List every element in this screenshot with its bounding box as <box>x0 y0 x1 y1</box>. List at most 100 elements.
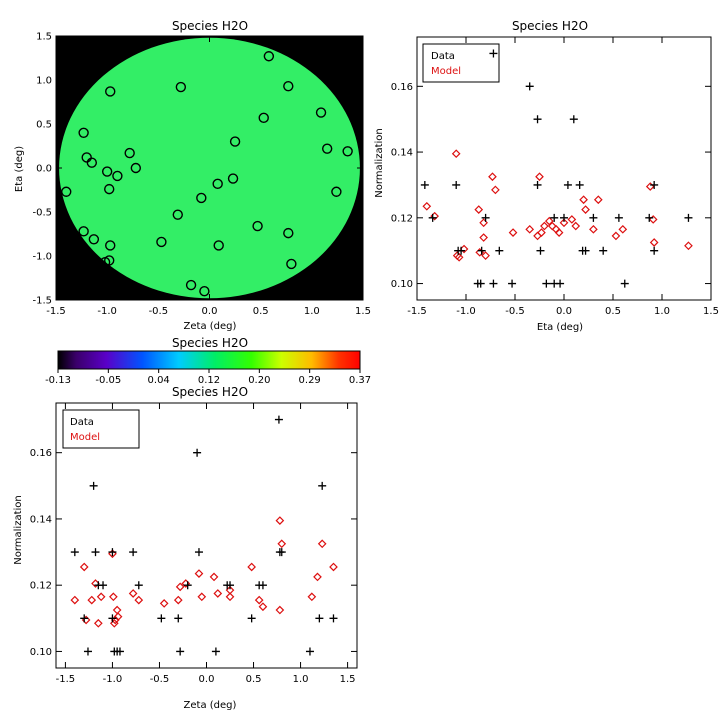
map-ytick-label: 0.0 <box>36 164 52 175</box>
eta-xtick-label: 0.0 <box>556 306 572 317</box>
data-point <box>89 481 98 490</box>
eta-panel-axes: -1.5 -1.0 -0.5 0.0 0.5 1.0 1.5 0.10 0.12 0.14 0.16 <box>391 36 719 317</box>
model-point <box>474 205 484 214</box>
eta-xtick-label: 1.5 <box>703 306 719 317</box>
model-point <box>649 238 659 247</box>
map-field-disc <box>59 37 360 299</box>
model-point <box>194 569 204 578</box>
map-sample-point <box>130 162 142 174</box>
eta-panel-xlabel: Eta (deg) <box>537 322 583 333</box>
map-ytick-label: -1.5 <box>32 296 52 307</box>
zeta-ytick-label: 0.10 <box>30 647 52 658</box>
eta-xtick-label: 0.5 <box>605 306 621 317</box>
eta-panel-ylabel: Normalization <box>374 128 385 198</box>
map-xtick-label: -1.5 <box>46 306 66 317</box>
map-axes: -1.5 -1.0 -0.5 0.0 0.5 1.0 1.5 -1.5 -1.0 -0.5 0.0 0… <box>32 32 370 318</box>
model-point <box>225 592 235 602</box>
data-point <box>525 82 534 91</box>
model-point <box>213 589 223 598</box>
map-sample-point <box>199 286 210 297</box>
map-sample-point <box>213 240 224 251</box>
map-sample-point <box>321 143 333 154</box>
model-point <box>173 595 183 605</box>
eta-xtick-label: -0.5 <box>505 306 525 317</box>
data-point <box>614 213 623 222</box>
colorbar-ticks: -0.13 -0.05 0.04 0.12 0.20 0.29 0.37 <box>45 369 371 386</box>
data-point <box>489 49 498 58</box>
data-point <box>70 548 79 557</box>
map-sample-point <box>196 192 207 204</box>
zeta-xtick-label: -0.5 <box>150 674 170 685</box>
model-point <box>247 562 256 572</box>
zeta-panel-title: Species H2O <box>172 385 248 399</box>
data-point <box>193 448 202 457</box>
colorbar-title: Species H2O <box>172 336 248 350</box>
data-point <box>108 548 117 557</box>
model-point <box>175 582 185 592</box>
model-point <box>525 224 535 234</box>
map-sample-point <box>283 227 294 239</box>
map-xtick-label: -1.0 <box>97 306 117 317</box>
map-sample-point <box>229 136 241 147</box>
data-point <box>134 581 143 590</box>
map-ytick-label: -1.0 <box>32 252 52 263</box>
model-point <box>197 592 207 602</box>
map-xtick-label: 1.0 <box>304 306 320 317</box>
map-sample-point <box>315 107 327 118</box>
data-point <box>428 213 437 222</box>
model-point <box>481 251 490 260</box>
map-sample-point <box>104 183 115 195</box>
zeta-xtick-label: -1.0 <box>103 674 123 685</box>
data-point <box>581 246 590 255</box>
colorbar-tick-label: 0.12 <box>198 375 220 386</box>
data-point <box>91 548 100 557</box>
data-point <box>157 614 166 623</box>
data-point <box>650 246 659 255</box>
data-point <box>489 279 498 288</box>
data-point <box>536 246 545 255</box>
eta-xtick-label: 1.0 <box>654 306 670 317</box>
model-point <box>96 592 106 602</box>
model-point <box>275 605 285 615</box>
map-sample-point <box>331 186 342 197</box>
zeta-xtick-label: 0.5 <box>246 674 262 685</box>
data-point <box>99 581 108 590</box>
model-point <box>479 233 488 242</box>
map-sample-point <box>342 146 353 157</box>
model-point <box>159 599 169 608</box>
map-panel: Species H2O -1.5 -1.0 -0.5 0.0 0.5 1.0 1.5-1.5… <box>14 19 371 332</box>
model-point <box>540 221 549 231</box>
model-point <box>537 228 546 237</box>
model-point <box>533 231 542 241</box>
model-point <box>93 618 103 628</box>
map-xtick-label: -0.5 <box>149 306 169 317</box>
model-point <box>313 572 322 582</box>
data-point <box>315 614 324 623</box>
map-sample-point <box>227 173 239 184</box>
zeta-panel-points <box>70 415 338 656</box>
map-sample-point <box>99 256 111 268</box>
map-sample-point <box>156 236 167 248</box>
eta-panel-title: Species H2O <box>512 19 588 33</box>
data-point <box>194 548 203 557</box>
legend-data-label: Data <box>431 51 455 62</box>
eta-ytick-label: 0.16 <box>391 82 413 93</box>
data-point <box>556 279 565 288</box>
eta-ytick-label: 0.12 <box>391 213 413 224</box>
data-point <box>560 213 568 222</box>
map-xtick-label: 0.5 <box>253 306 269 317</box>
model-point <box>87 595 97 605</box>
eta-panel-legend: Data Model <box>422 43 500 83</box>
data-point <box>211 647 220 656</box>
data-point <box>645 213 654 222</box>
map-sample-point <box>78 127 89 139</box>
map-sample-point <box>112 170 123 182</box>
map-ytick-label: 1.0 <box>36 76 52 87</box>
data-point <box>247 614 256 623</box>
model-point <box>422 201 432 211</box>
eta-frame <box>416 36 712 301</box>
data-point <box>589 213 598 222</box>
map-ytick-label: -0.5 <box>32 208 52 219</box>
zeta-panel-ylabel: Normalization <box>13 495 24 565</box>
